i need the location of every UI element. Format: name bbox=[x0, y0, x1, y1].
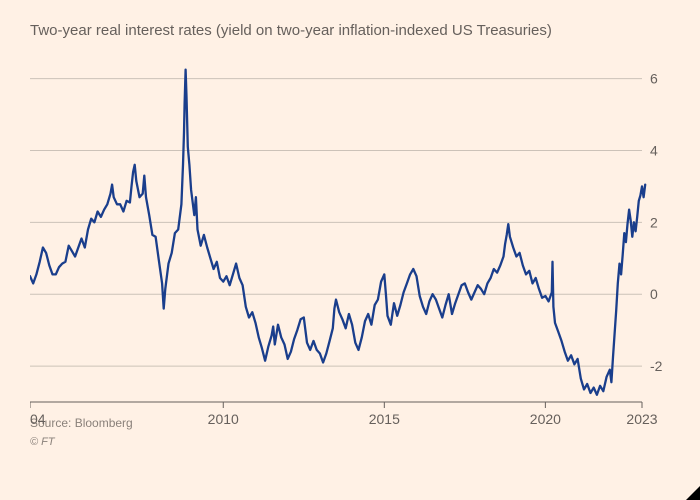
svg-text:-2: -2 bbox=[650, 358, 663, 374]
svg-text:2010: 2010 bbox=[208, 411, 239, 427]
chart-title: Two-year real interest rates (yield on t… bbox=[30, 22, 670, 39]
svg-text:2: 2 bbox=[650, 214, 658, 230]
x-axis: 2004 2010 2015 2020 2023 bbox=[30, 402, 658, 427]
corner-flag-icon bbox=[686, 486, 700, 500]
svg-text:6: 6 bbox=[650, 71, 658, 87]
svg-text:0: 0 bbox=[650, 286, 658, 302]
chart-svg: 2004 2010 2015 2020 2023 -2 0 2 4 6 bbox=[30, 57, 690, 427]
svg-text:2023: 2023 bbox=[626, 411, 657, 427]
data-line bbox=[30, 70, 645, 395]
y-axis: -2 0 2 4 6 bbox=[650, 71, 663, 375]
plot-area: 20042010201520202023 -20246 bbox=[30, 57, 642, 402]
svg-text:2020: 2020 bbox=[530, 411, 561, 427]
svg-text:2015: 2015 bbox=[369, 411, 400, 427]
svg-text:4: 4 bbox=[650, 142, 658, 158]
chart-container: Two-year real interest rates (yield on t… bbox=[0, 0, 700, 500]
copyright-text: © FT bbox=[30, 436, 670, 448]
svg-text:2004: 2004 bbox=[30, 411, 46, 427]
gridlines bbox=[30, 79, 642, 367]
